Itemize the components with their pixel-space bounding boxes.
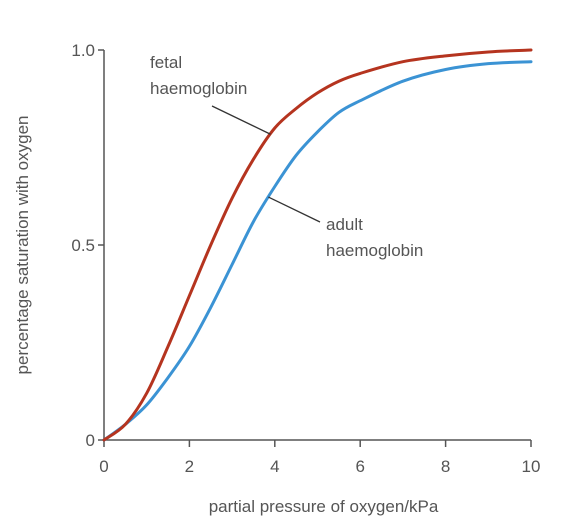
axes	[103, 50, 531, 441]
x-tick-label: 6	[355, 457, 364, 476]
annotation-leader-line	[268, 196, 321, 223]
fetal-haemoglobin-curve	[102, 48, 533, 442]
x-tick-label: 4	[270, 457, 279, 476]
annotation-label: haemoglobin	[326, 241, 423, 260]
annotation-leader-line	[211, 105, 271, 135]
y-tick-label: 0	[86, 431, 95, 450]
annotation-label: haemoglobin	[150, 79, 247, 98]
annotation-label: fetal	[150, 53, 182, 72]
x-tick-label: 10	[522, 457, 541, 476]
annotation-label: adult	[326, 215, 363, 234]
x-tick-label: 2	[185, 457, 194, 476]
y-tick-label: 1.0	[71, 41, 95, 60]
annotations: fetal haemoglobin adult haemoglobin	[150, 53, 423, 260]
x-axis-title: partial pressure of oxygen/kPa	[209, 497, 439, 516]
adult-haemoglobin-curve	[102, 60, 533, 442]
y-tick-label: 0.5	[71, 236, 95, 255]
curves	[102, 48, 533, 442]
x-tick-label: 8	[441, 457, 450, 476]
ticks: 0 2 4 6 8 10 0 0.5 1.0	[71, 41, 540, 476]
y-axis-title: percentage saturation with oxygen	[13, 116, 32, 375]
x-tick-label: 0	[99, 457, 108, 476]
